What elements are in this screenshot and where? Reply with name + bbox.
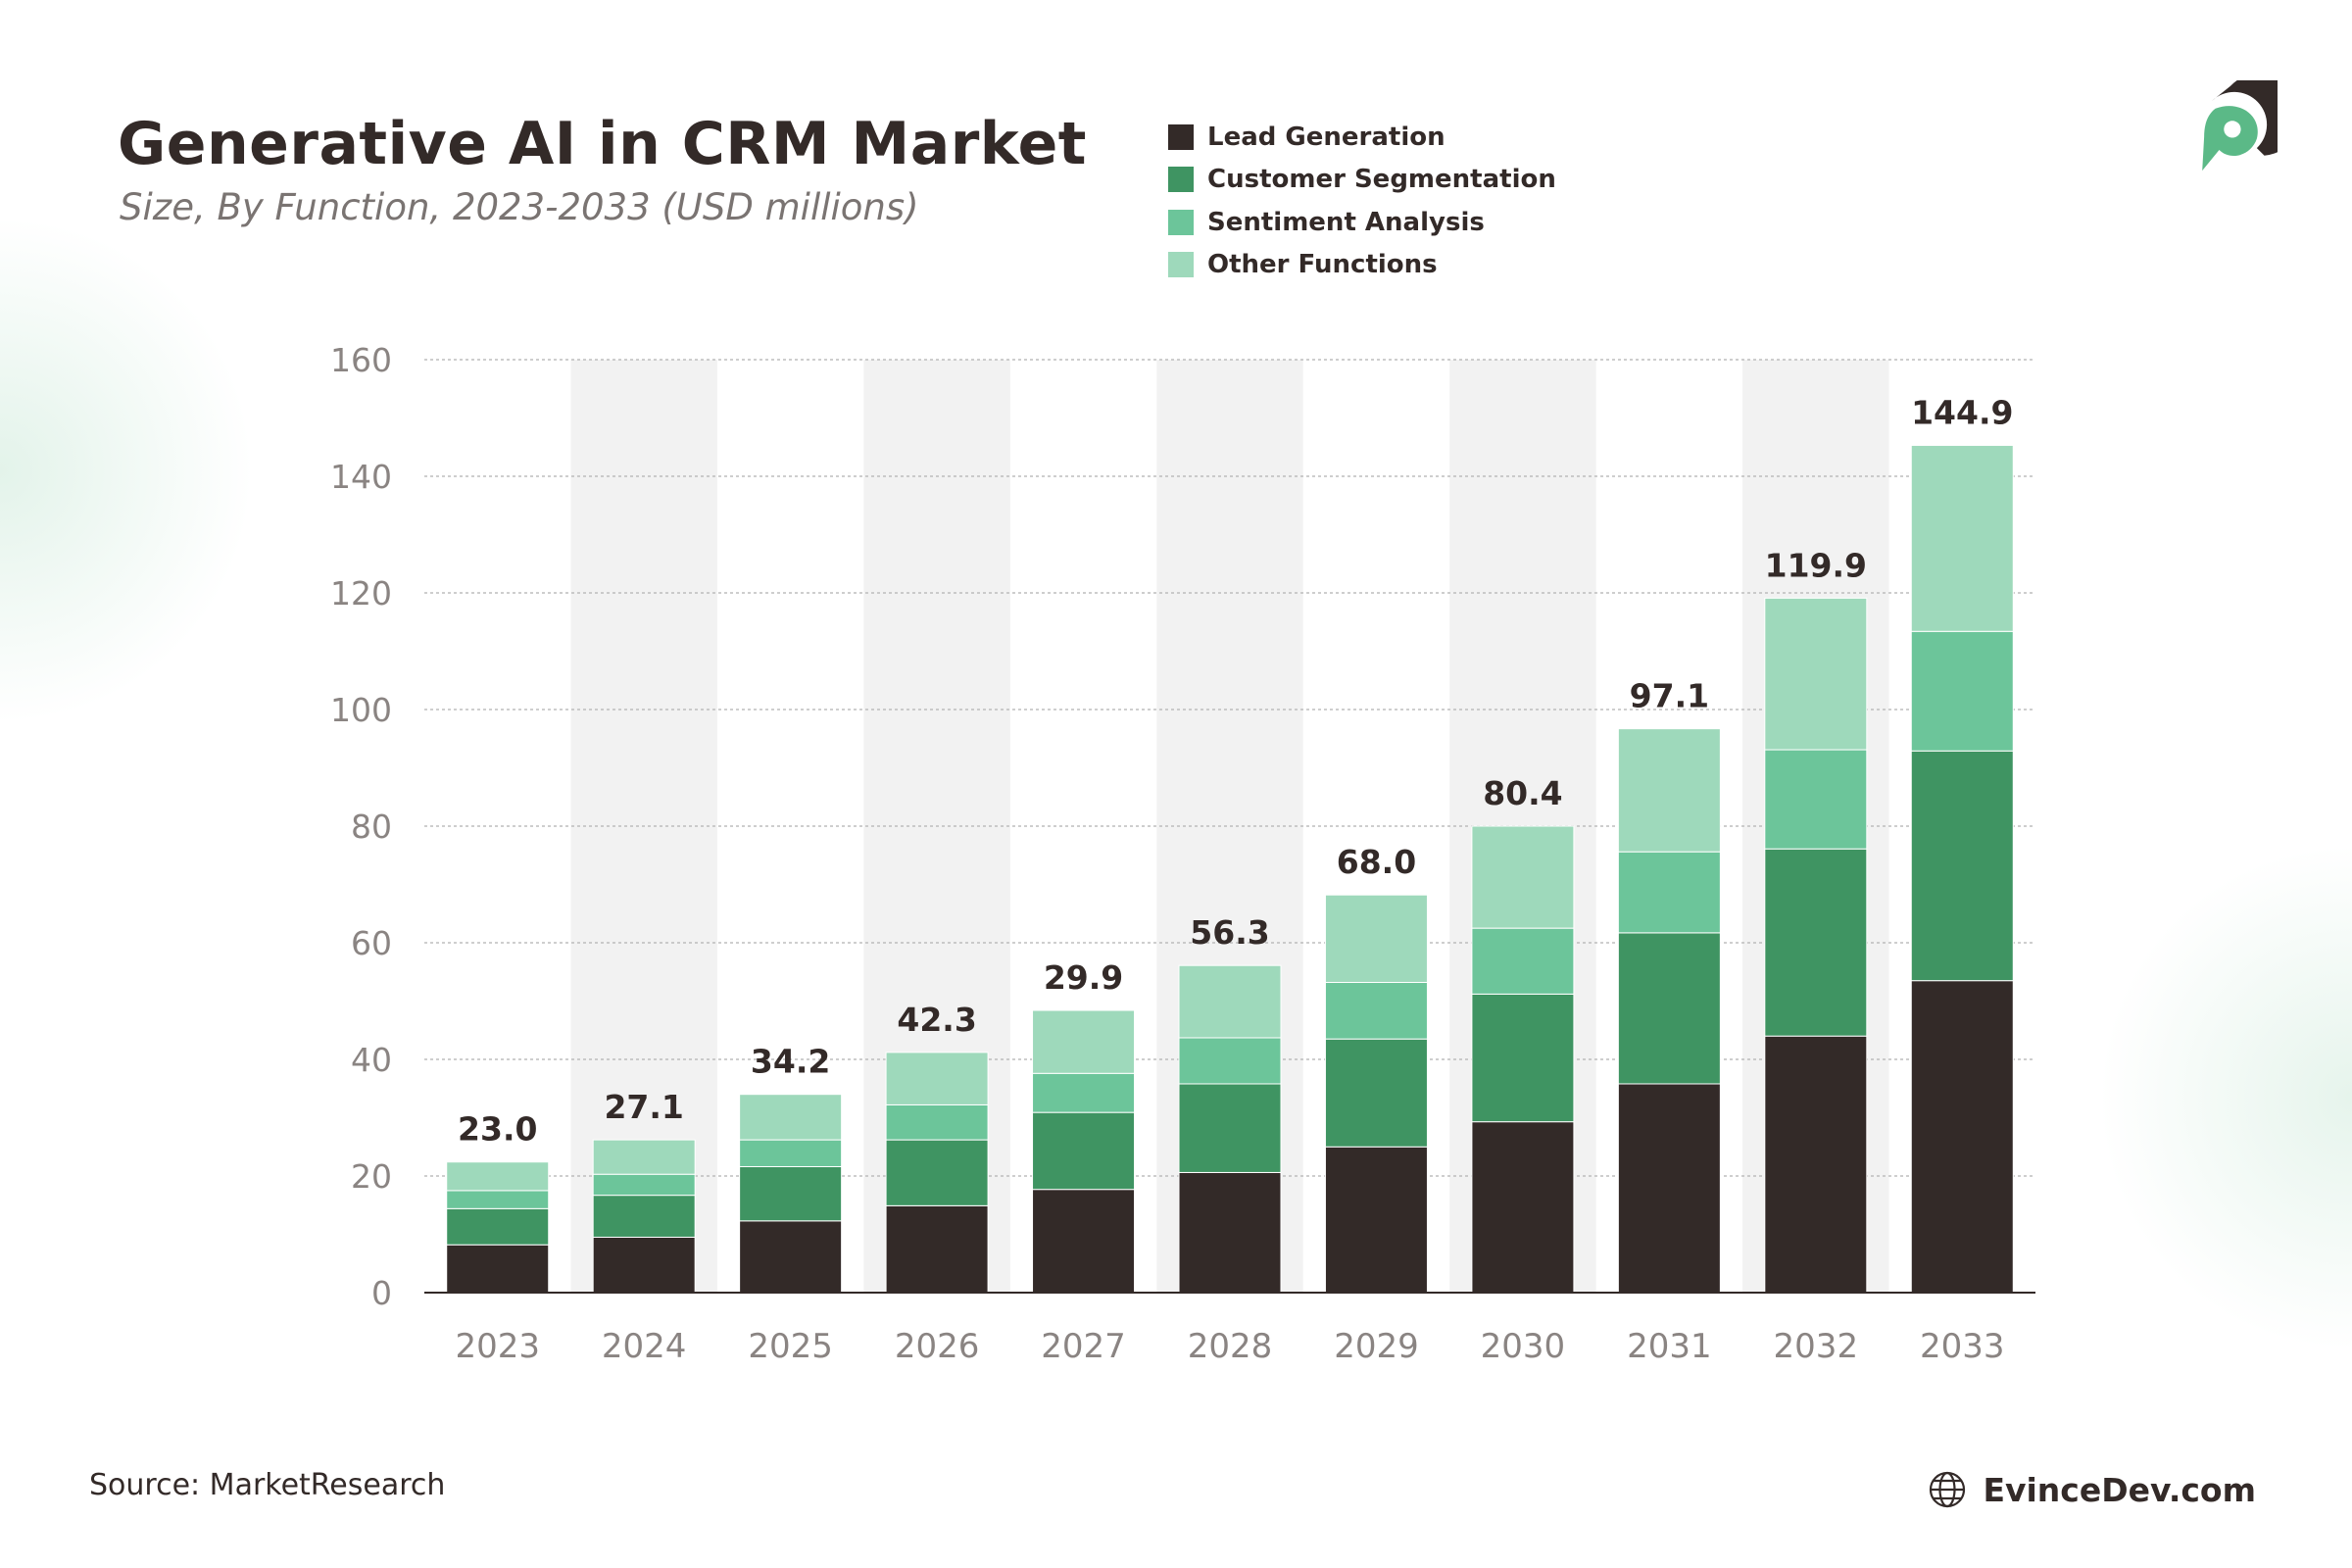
legend-label: Customer Segmentation [1207, 165, 1556, 195]
evincedev-logo-icon [2202, 80, 2278, 172]
x-tick-label: 2032 [1774, 1327, 1859, 1366]
y-tick-label: 20 [351, 1157, 392, 1196]
y-tick-label: 100 [330, 691, 392, 729]
total-value-label: 119.9 [1765, 546, 1867, 584]
bar-segment-lead-generation [739, 1220, 843, 1294]
bar-segment-other-functions [739, 1094, 843, 1141]
legend-swatch [1168, 167, 1194, 193]
bar-segment-other-functions [592, 1139, 696, 1175]
bar-segment-other-functions [1617, 728, 1721, 853]
bar-segment-lead-generation [592, 1236, 696, 1294]
x-tick-label: 2025 [748, 1327, 833, 1366]
bar-segment-other-functions [1910, 444, 2014, 632]
total-value-label: 56.3 [1190, 913, 1269, 952]
total-value-label: 68.0 [1337, 843, 1416, 881]
background-glow-left [0, 216, 255, 725]
bar-segment-lead-generation [1324, 1146, 1428, 1294]
y-tick-label: 120 [330, 574, 392, 612]
bar-segment-other-functions [1471, 825, 1575, 929]
bar-segment-customer-segmentation [1471, 993, 1575, 1123]
bar-segment-sentiment-analysis [1032, 1072, 1136, 1113]
bar-segment-sentiment-analysis [739, 1139, 843, 1167]
total-value-label: 97.1 [1630, 677, 1709, 715]
bar-segment-customer-segmentation [592, 1195, 696, 1238]
y-tick-label: 160 [330, 341, 392, 379]
bar-segment-other-functions [1324, 894, 1428, 983]
y-tick-label: 40 [351, 1041, 392, 1079]
y-tick-label: 140 [330, 458, 392, 496]
bar-segment-sentiment-analysis [1764, 749, 1868, 850]
bar-segment-customer-segmentation [1617, 932, 1721, 1085]
legend: Lead Generation Customer Segmentation Se… [1168, 116, 1556, 286]
bar-segment-customer-segmentation [1178, 1083, 1282, 1173]
bar-segment-sentiment-analysis [1617, 851, 1721, 934]
bar-segment-other-functions [1178, 964, 1282, 1039]
bar-segment-sentiment-analysis [592, 1173, 696, 1197]
legend-item-sentiment-analysis: Sentiment Analysis [1168, 201, 1556, 244]
bar-segment-lead-generation [1617, 1083, 1721, 1294]
bar-segment-lead-generation [446, 1244, 550, 1294]
website-link[interactable]: EvinceDev.com [1928, 1470, 2256, 1509]
bar-segment-other-functions [1032, 1009, 1136, 1074]
legend-label: Sentiment Analysis [1207, 207, 1485, 237]
bar-segment-lead-generation [1178, 1171, 1282, 1294]
y-tick-label: 0 [371, 1274, 392, 1312]
legend-swatch [1168, 252, 1194, 278]
y-tick-label: 60 [351, 924, 392, 962]
legend-label: Lead Generation [1207, 122, 1446, 152]
total-value-label: 27.1 [604, 1088, 683, 1126]
bar-segment-lead-generation [1032, 1189, 1136, 1294]
legend-item-other-functions: Other Functions [1168, 244, 1556, 287]
bar-segment-sentiment-analysis [1178, 1037, 1282, 1085]
bar-segment-sentiment-analysis [1910, 630, 2014, 752]
globe-icon [1930, 1471, 1966, 1508]
x-tick-label: 2023 [455, 1327, 540, 1366]
bar-segment-lead-generation [1764, 1035, 1868, 1294]
total-value-label: 80.4 [1483, 774, 1562, 812]
bar-segment-customer-segmentation [1032, 1111, 1136, 1191]
x-tick-label: 2031 [1627, 1327, 1712, 1366]
bar-segment-sentiment-analysis [1471, 927, 1575, 995]
source-note: Source: MarketResearch [89, 1468, 446, 1502]
bar-segment-other-functions [446, 1161, 550, 1192]
x-tick-label: 2029 [1334, 1327, 1419, 1366]
x-tick-label: 2033 [1920, 1327, 2005, 1366]
background-glow-right [2097, 843, 2352, 1352]
bar-segment-lead-generation [885, 1204, 989, 1294]
legend-item-lead-generation: Lead Generation [1168, 116, 1556, 159]
total-value-label: 42.3 [897, 1001, 976, 1039]
x-tick-label: 2027 [1041, 1327, 1126, 1366]
legend-swatch [1168, 209, 1194, 235]
bar-segment-customer-segmentation [739, 1165, 843, 1222]
bar-segment-customer-segmentation [885, 1139, 989, 1206]
bar-segment-other-functions [885, 1052, 989, 1105]
legend-swatch [1168, 123, 1194, 150]
total-value-label: 34.2 [751, 1043, 830, 1081]
total-value-label: 144.9 [1911, 393, 2013, 431]
chart-title: Generative AI in CRM Market [118, 110, 1087, 178]
x-tick-label: 2030 [1481, 1327, 1566, 1366]
bar-segment-sentiment-analysis [1324, 981, 1428, 1040]
chart-subtitle: Size, By Function, 2023-2033 (USD millio… [120, 186, 919, 228]
legend-item-customer-segmentation: Customer Segmentation [1168, 159, 1556, 202]
bar-segment-lead-generation [1910, 980, 2014, 1294]
bar-segment-sentiment-analysis [885, 1103, 989, 1141]
y-tick-label: 80 [351, 808, 392, 846]
bar-segment-lead-generation [1471, 1121, 1575, 1294]
website-label: EvinceDev.com [1983, 1470, 2256, 1509]
bar-segment-other-functions [1764, 597, 1868, 751]
bar-segment-customer-segmentation [1910, 750, 2014, 982]
bar-segment-customer-segmentation [446, 1207, 550, 1246]
bar-segment-sentiment-analysis [446, 1190, 550, 1209]
bar-segment-customer-segmentation [1324, 1038, 1428, 1148]
total-value-label: 29.9 [1044, 958, 1123, 997]
legend-label: Other Functions [1207, 250, 1438, 280]
bar-segment-customer-segmentation [1764, 848, 1868, 1037]
x-tick-label: 2028 [1188, 1327, 1273, 1366]
x-tick-label: 2026 [895, 1327, 980, 1366]
total-value-label: 23.0 [458, 1110, 537, 1149]
x-tick-label: 2024 [602, 1327, 687, 1366]
